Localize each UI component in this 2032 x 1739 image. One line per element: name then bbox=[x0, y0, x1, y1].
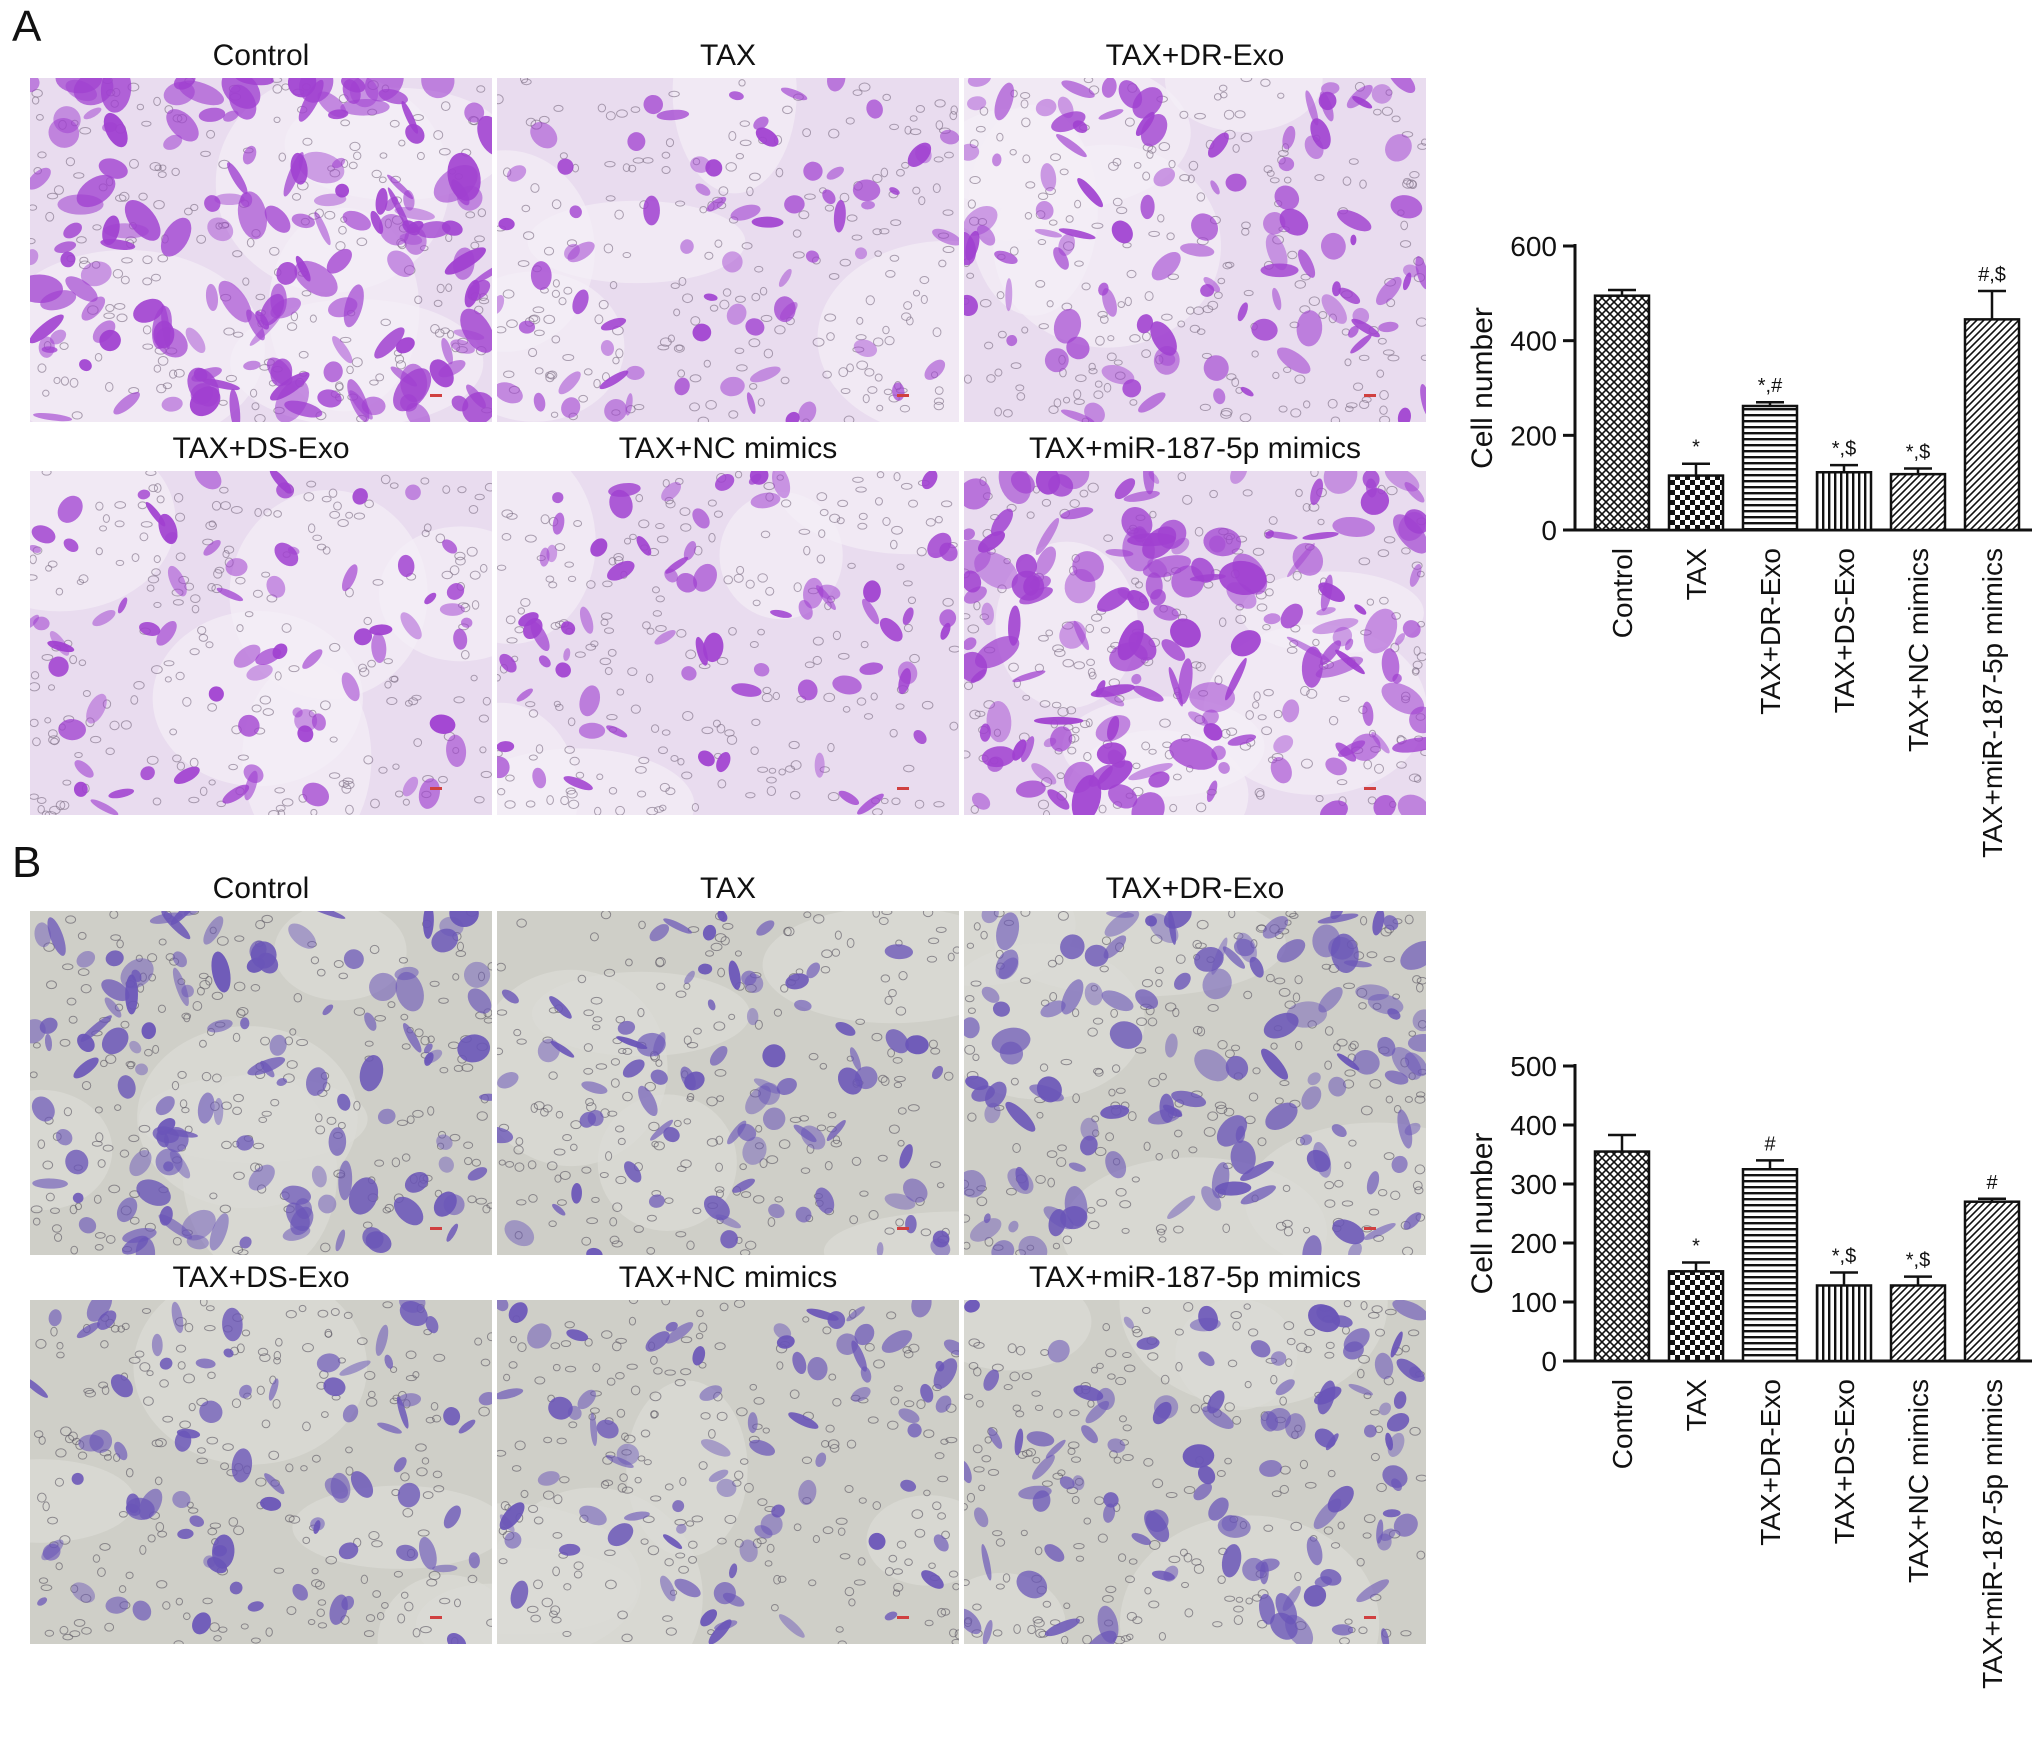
micrograph-image bbox=[30, 471, 492, 815]
image-cell: Control bbox=[30, 867, 492, 1255]
y-tick-label: 400 bbox=[1510, 1110, 1557, 1141]
micrograph-image bbox=[497, 78, 959, 422]
image-cell: TAX+NC mimics bbox=[497, 1256, 959, 1644]
bar bbox=[1667, 474, 1725, 532]
image-cell: TAX+DS-Exo bbox=[30, 1256, 492, 1644]
x-tick-label: Control bbox=[1607, 548, 1638, 638]
image-cell: TAX bbox=[497, 867, 959, 1255]
y-tick-label: 500 bbox=[1510, 1051, 1557, 1082]
image-label: TAX bbox=[699, 39, 757, 72]
significance-label: #,$ bbox=[1978, 264, 2006, 286]
x-tick-label: TAX bbox=[1681, 1379, 1712, 1432]
bar-chart-b: 0 100 200 300 400 500 Cell number Control * TAX # T… bbox=[1466, 1051, 2032, 1689]
image-label: TAX+miR-187-5p mimics bbox=[1028, 1261, 1361, 1294]
image-label: TAX+NC mimics bbox=[618, 432, 838, 465]
x-tick-label: TAX+DR-Exo bbox=[1755, 548, 1786, 715]
image-cell: Control bbox=[30, 34, 492, 422]
image-cell: TAX+DS-Exo bbox=[30, 427, 492, 815]
significance-label: *,# bbox=[1758, 375, 1783, 397]
image-label: TAX bbox=[699, 872, 757, 905]
panel-letter-a: A bbox=[12, 2, 42, 51]
micrograph-image bbox=[30, 911, 492, 1255]
micrograph-image bbox=[964, 911, 1426, 1255]
significance-label: *,$ bbox=[1906, 1250, 1930, 1272]
bar bbox=[1963, 1200, 2021, 1363]
y-tick-label: 600 bbox=[1510, 231, 1557, 262]
panel-letter-b: B bbox=[12, 838, 42, 887]
x-tick-label: TAX+DR-Exo bbox=[1755, 1379, 1786, 1546]
micrograph-image bbox=[30, 78, 492, 422]
significance-label: *,$ bbox=[1832, 1246, 1856, 1268]
bar-chart-a: 0 200 400 600 Cell number Control * TAX *,# TAX+D… bbox=[1466, 231, 2032, 858]
x-tick-label: TAX+miR-187-5p mimics bbox=[1977, 1379, 2008, 1689]
x-tick-label: TAX bbox=[1681, 548, 1712, 601]
micrograph-image bbox=[497, 471, 959, 815]
bar bbox=[1741, 404, 1799, 532]
micrograph-image bbox=[30, 1300, 492, 1644]
y-tick-label: 300 bbox=[1510, 1169, 1557, 1200]
micrograph-image bbox=[964, 78, 1426, 422]
bar bbox=[1667, 1270, 1725, 1363]
image-cell: TAX bbox=[497, 34, 959, 422]
y-tick-label: 100 bbox=[1510, 1287, 1557, 1318]
x-tick-label: TAX+miR-187-5p mimics bbox=[1977, 548, 2008, 858]
bar bbox=[1889, 1284, 1947, 1363]
significance-label: *,$ bbox=[1906, 441, 1930, 463]
image-label: TAX+miR-187-5p mimics bbox=[1028, 432, 1361, 465]
bar bbox=[1889, 472, 1947, 532]
x-tick-label: Control bbox=[1607, 1379, 1638, 1469]
significance-label: # bbox=[1986, 1172, 1998, 1194]
x-tick-label: TAX+NC mimics bbox=[1903, 548, 1934, 752]
y-tick-label: 200 bbox=[1510, 1228, 1557, 1259]
micrograph-image bbox=[497, 1300, 959, 1644]
y-tick-label: 0 bbox=[1541, 515, 1557, 546]
image-cell: TAX+DR-Exo bbox=[964, 34, 1426, 422]
x-tick-label: TAX+DS-Exo bbox=[1829, 548, 1860, 713]
bar bbox=[1593, 1150, 1651, 1363]
x-tick-label: TAX+NC mimics bbox=[1903, 1379, 1934, 1583]
image-cell: TAX+miR-187-5p mimics bbox=[964, 1256, 1426, 1644]
y-tick-label: 0 bbox=[1541, 1346, 1557, 1377]
significance-label: * bbox=[1692, 437, 1700, 459]
y-tick-label: 400 bbox=[1510, 326, 1557, 357]
image-label: TAX+DS-Exo bbox=[172, 432, 350, 465]
bar bbox=[1815, 471, 1873, 532]
image-label: TAX+NC mimics bbox=[618, 1261, 838, 1294]
image-cell: TAX+miR-187-5p mimics bbox=[964, 427, 1426, 815]
micrograph-image bbox=[964, 471, 1426, 815]
image-label: TAX+DR-Exo bbox=[1105, 872, 1285, 905]
y-tick-label: 200 bbox=[1510, 420, 1557, 451]
image-label: TAX+DS-Exo bbox=[172, 1261, 350, 1294]
x-tick-label: TAX+DS-Exo bbox=[1829, 1379, 1860, 1544]
micrograph-image bbox=[964, 1300, 1426, 1644]
y-axis-label: Cell number bbox=[1466, 307, 1499, 469]
bar bbox=[1963, 318, 2021, 532]
significance-label: * bbox=[1692, 1235, 1700, 1257]
bar bbox=[1741, 1168, 1799, 1363]
image-label: Control bbox=[212, 872, 310, 905]
significance-label: *,$ bbox=[1832, 438, 1856, 460]
image-label: Control bbox=[212, 39, 310, 72]
y-axis-label: Cell number bbox=[1466, 1133, 1499, 1295]
bar bbox=[1815, 1284, 1873, 1363]
image-cell: TAX+NC mimics bbox=[497, 427, 959, 815]
image-label: TAX+DR-Exo bbox=[1105, 39, 1285, 72]
significance-label: # bbox=[1764, 1133, 1776, 1155]
micrograph-image bbox=[497, 911, 959, 1255]
bar bbox=[1593, 294, 1651, 532]
image-cell: TAX+DR-Exo bbox=[964, 867, 1426, 1255]
